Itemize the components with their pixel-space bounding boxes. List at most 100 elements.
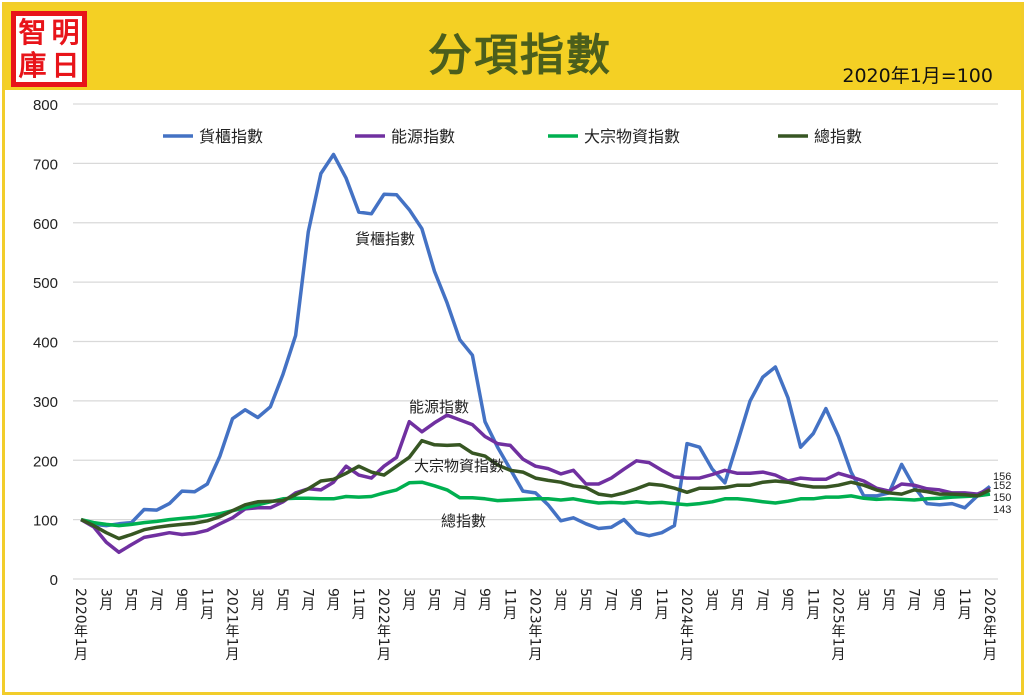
base-period-note: 2020年1月=100 [842,65,993,87]
x-tick-label: 11月 [652,588,669,620]
x-tick-label: 3月 [551,588,568,611]
x-tick-label-wrap: 5月 [425,588,442,611]
y-tick-label: 300 [33,394,58,411]
end-value-label: 156 [993,471,1011,483]
x-tick-label-wrap: 7月 [602,588,619,611]
y-tick-label: 800 [33,97,58,114]
x-tick-label-wrap: 11月 [198,588,215,620]
y-tick-label: 600 [33,216,58,233]
legend-label: 總指數 [814,127,862,146]
x-tick-label-wrap: 3月 [400,588,417,611]
x-tick-label: 5月 [728,588,745,611]
x-tick-label-wrap: 11月 [349,588,366,620]
x-tick-label: 11月 [349,588,366,620]
x-tick-label-wrap: 5月 [274,588,290,611]
x-tick-label-wrap: 2024年1月 [678,588,694,661]
x-tick-label-wrap: 3月 [97,588,114,611]
series-line-貨櫃指數 [80,152,992,538]
x-tick-label-wrap: 2023年1月 [526,588,543,661]
x-tick-label: 11月 [804,588,821,620]
logo-char: 智 [18,15,47,49]
x-tick-label-wrap: 5月 [880,588,896,611]
x-tick-label-wrap: 9月 [476,588,492,611]
x-tick-label-wrap: 11月 [501,588,517,620]
x-tick-label: 3月 [400,588,417,611]
x-tick-label-wrap: 2021年1月 [223,588,240,661]
x-tick-label: 2022年1月 [375,588,391,661]
x-tick-label-wrap: 11月 [955,588,972,620]
x-tick-label: 2023年1月 [526,588,543,661]
x-tick-label-wrap: 3月 [703,588,720,611]
x-tick-label-wrap: 9月 [930,588,947,611]
legend-label: 能源指數 [391,127,455,146]
y-tick-label: 700 [33,156,58,173]
x-tick-label: 9月 [324,588,341,611]
x-tick-label: 7月 [753,588,770,611]
x-tick-label-wrap: 5月 [122,588,139,611]
x-tick-label-wrap: 7月 [148,588,164,611]
x-tick-label: 7月 [602,588,619,611]
x-tick-label: 2024年1月 [678,588,694,661]
x-tick-label: 9月 [173,588,189,611]
x-tick-label-wrap: 11月 [804,588,821,620]
x-tick-label: 11月 [955,588,972,620]
series-annotation: 貨櫃指數 [355,230,415,248]
x-tick-label-wrap: 5月 [577,588,593,611]
logo-char: 庫 [18,48,47,82]
x-tick-label-wrap: 2026年1月 [981,588,997,661]
series-annotation: 能源指數 [409,398,469,416]
x-tick-label: 7月 [299,588,316,611]
end-value-label: 150 [993,492,1011,504]
y-tick-label: 200 [33,453,58,470]
series-annotation: 大宗物資指數 [414,457,504,475]
x-tick-label: 5月 [577,588,593,611]
x-tick-label: 2026年1月 [981,588,997,661]
x-tick-label-wrap: 3月 [854,588,871,611]
x-tick-label: 7月 [450,588,467,611]
y-tick-label: 100 [33,513,58,530]
x-tick-label-wrap: 7月 [905,588,922,611]
x-tick-label-wrap: 5月 [728,588,745,611]
x-tick-label: 5月 [425,588,442,611]
x-tick-label-wrap: 9月 [173,588,189,611]
x-tick-label-wrap: 3月 [248,588,265,611]
x-tick-label: 3月 [97,588,114,611]
x-tick-label-wrap: 2022年1月 [375,588,391,661]
y-tick-label: 0 [50,572,58,589]
series-line-能源指數 [80,413,991,555]
logo: 智 明 庫 日 [11,11,87,87]
legend-label: 貨櫃指數 [199,127,263,146]
x-tick-label-wrap: 3月 [551,588,568,611]
x-tick-label: 9月 [627,588,644,611]
x-tick-label: 7月 [905,588,922,611]
x-tick-label-wrap: 9月 [779,588,795,611]
x-tick-label: 3月 [248,588,265,611]
x-tick-label-wrap: 7月 [450,588,467,611]
x-tick-label: 11月 [198,588,215,620]
end-value-label: 152 [993,480,1011,492]
x-tick-label-wrap: 7月 [753,588,770,611]
x-tick-label: 5月 [274,588,290,611]
x-tick-label-wrap: 11月 [652,588,669,620]
x-tick-label: 5月 [122,588,139,611]
x-tick-label-wrap: 2020年1月 [72,588,88,661]
x-tick-label: 9月 [930,588,947,611]
x-tick-label: 3月 [854,588,871,611]
page-title: 分項指數 [428,30,612,81]
x-tick-label: 9月 [779,588,795,611]
series-line-總指數 [80,438,991,541]
legend-label: 大宗物資指數 [584,127,680,146]
header-banner: 智 明 庫 日 分項指數 2020年1月=100 [5,5,1021,90]
y-tick-label: 400 [33,335,58,352]
x-tick-label: 2021年1月 [223,588,240,661]
x-tick-label-wrap: 7月 [299,588,316,611]
end-value-label: 143 [993,504,1011,516]
series-annotation: 總指數 [441,512,486,530]
x-tick-label-wrap: 2025年1月 [830,588,846,661]
logo-char: 日 [51,48,80,82]
y-tick-label: 500 [33,275,58,292]
logo-char: 明 [51,15,80,49]
x-tick-label: 3月 [703,588,720,611]
